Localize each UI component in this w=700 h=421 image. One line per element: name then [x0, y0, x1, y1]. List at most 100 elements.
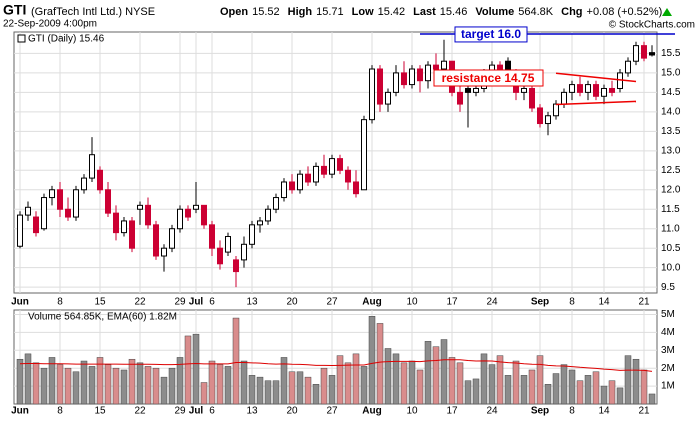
x-tick-label: Jun: [11, 297, 29, 308]
up-arrow: [662, 8, 672, 16]
volume-bar: [344, 362, 352, 405]
candle-body: [577, 84, 583, 93]
volume-bar: [176, 357, 184, 405]
volume-bar: [200, 382, 208, 405]
x-tick-label: 8: [57, 406, 63, 417]
trendline: [555, 100, 637, 106]
x-tick-label: 14: [598, 297, 610, 308]
candle-body: [113, 212, 119, 234]
copyright: © StockCharts.com: [609, 20, 695, 31]
x-tick-label: 27: [326, 297, 338, 308]
candle-body: [361, 119, 367, 191]
y-tick-label: 14.0: [661, 106, 681, 117]
candle-body: [441, 60, 447, 70]
volume-bar: [256, 376, 264, 405]
quote-value: 564.8K: [518, 6, 554, 18]
volume-bar: [136, 362, 144, 405]
volume-bar: [648, 393, 656, 405]
y-tick-label: 10.5: [661, 243, 681, 254]
candle-body: [233, 259, 239, 273]
volume-bar: [352, 353, 360, 405]
volume-bar: [240, 360, 248, 405]
volume-bar: [144, 366, 152, 405]
candle-body: [153, 224, 159, 257]
quote-value: 15.71: [316, 6, 344, 18]
x-tick-label: 6: [209, 297, 215, 308]
y-tick-label: 2M: [661, 363, 675, 374]
volume-bar: [392, 353, 400, 405]
candle-body: [313, 165, 319, 183]
x-tick-label: 17: [446, 297, 458, 308]
volume-bar: [384, 348, 392, 405]
x-tick-label: Jun: [11, 406, 29, 417]
candle-body: [625, 60, 631, 74]
candle-body: [417, 68, 423, 82]
x-tick-label: 15: [94, 406, 106, 417]
volume-bar: [232, 317, 240, 405]
company-name: (GrafTech Intl Ltd.) NYSE: [31, 6, 155, 18]
x-tick-label: Sep: [531, 406, 549, 417]
volume-bar: [248, 375, 256, 405]
candle-body: [641, 45, 647, 59]
x-tick-label: Jul: [189, 406, 204, 417]
volume-bar: [288, 371, 296, 405]
candle-body: [337, 158, 343, 171]
volume-bar: [616, 387, 624, 405]
volume-bar: [624, 355, 632, 405]
volume-bar: [280, 357, 288, 405]
candle-body: [281, 181, 287, 199]
volume-bar: [528, 369, 536, 405]
candle-body: [241, 243, 247, 261]
volume-bar: [576, 380, 584, 405]
candle-body: [465, 87, 471, 93]
volume-bar: [472, 378, 480, 405]
symbol: GTI: [3, 2, 26, 18]
candle-body: [177, 208, 183, 230]
candle-body: [633, 45, 639, 62]
x-tick-label: 21: [638, 297, 650, 308]
volume-bar: [584, 375, 592, 405]
quote-label: Volume: [475, 6, 514, 18]
volume-bar: [264, 380, 272, 405]
quote-value: 15.52: [252, 6, 280, 18]
volume-bar: [272, 380, 280, 405]
candle-body: [561, 91, 567, 105]
y-tick-label: 5M: [661, 309, 675, 320]
candle-body: [129, 220, 135, 249]
candle-body: [369, 68, 375, 121]
candle-body: [545, 115, 551, 125]
quote-label: Last: [413, 6, 436, 18]
volume-bar: [480, 353, 488, 405]
volume-bar: [40, 367, 48, 405]
candle-body: [265, 208, 271, 222]
volume-bar: [184, 335, 192, 405]
resistance-box: [433, 69, 544, 87]
candle-body: [137, 204, 143, 210]
candle-body: [329, 158, 335, 175]
trendline: [555, 72, 637, 83]
volume-bar: [360, 366, 368, 405]
volume-bar: [24, 353, 32, 405]
volume-bar: [56, 364, 64, 405]
y-tick-label: 14.5: [661, 87, 681, 98]
y-tick-label: 11.0: [661, 223, 680, 234]
candle-body: [297, 173, 303, 191]
x-tick-label: 21: [638, 406, 650, 417]
candle-body: [225, 236, 231, 253]
x-tick-label: 8: [569, 406, 575, 417]
legend-icon: [17, 34, 26, 43]
x-tick-label: 20: [286, 406, 298, 417]
volume-bar: [112, 367, 120, 405]
candle-body: [649, 52, 655, 56]
candle-body: [185, 208, 191, 218]
candle-body: [41, 197, 47, 230]
volume-bar: [440, 339, 448, 405]
x-tick-label: 24: [486, 297, 498, 308]
x-tick-label: 10: [406, 297, 418, 308]
volume-bar: [448, 357, 456, 405]
candle-body: [249, 224, 255, 245]
volume-bar: [600, 385, 608, 405]
volume-bar: [216, 364, 224, 405]
candle-body: [585, 84, 591, 93]
